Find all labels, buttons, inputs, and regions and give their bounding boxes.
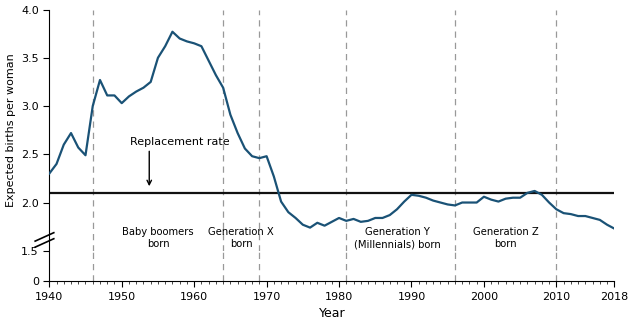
X-axis label: Year: Year — [318, 307, 345, 320]
Text: Baby boomers
born: Baby boomers born — [122, 228, 194, 249]
Text: Generation Y
(Millennials) born: Generation Y (Millennials) born — [354, 228, 441, 249]
Text: Generation Z
born: Generation Z born — [473, 228, 538, 249]
Y-axis label: Expected births per woman: Expected births per woman — [6, 53, 16, 207]
Text: Generation X
born: Generation X born — [209, 228, 274, 249]
Text: Replacement rate: Replacement rate — [131, 137, 230, 147]
